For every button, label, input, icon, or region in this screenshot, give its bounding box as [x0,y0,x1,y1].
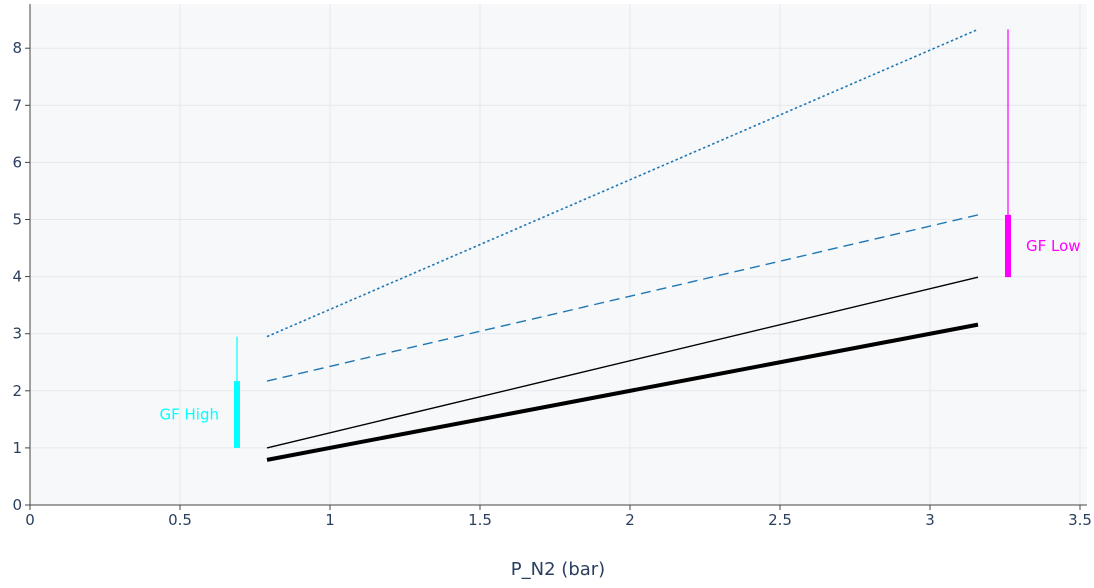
x-tick-label: 3.5 [1068,511,1092,529]
series-line-solid-thick [266,322,979,462]
series-line-dashed [266,214,979,382]
x-gridlines [179,4,1081,505]
y-tick-label: 8 [12,39,22,57]
series-layer [266,28,979,462]
x-tick-label: 0 [25,511,35,529]
y-tick-label: 1 [12,439,22,457]
x-tick-label: 1.5 [468,511,492,529]
y-gridlines [30,47,1087,449]
series-line-dotted [266,28,979,338]
x-tick-label: 0.5 [168,511,192,529]
plot-background [30,4,1087,505]
y-tick-label: 4 [12,268,22,286]
x-tick-labels: 0 0.5 1 1.5 2 2.5 3 3.5 [25,505,1092,529]
gf-markers-layer: GF High GF Low [160,29,1081,448]
y-tick-labels: 0 1 2 3 4 5 6 7 8 [12,39,30,514]
y-tick-label: 3 [12,325,22,343]
x-tick-label: 3 [925,511,935,529]
y-tick-label: 6 [12,153,22,171]
y-tick-label: 5 [12,211,22,229]
x-tick-label: 1 [325,511,335,529]
gf-low-label: GF Low [1026,237,1081,255]
series-line-solid-thin [266,276,979,449]
x-tick-label: 2 [625,511,635,529]
gf-high-label: GF High [160,405,220,423]
y-tick-label: 7 [12,96,22,114]
y-tick-label: 0 [12,496,22,514]
y-tick-label: 2 [12,382,22,400]
x-tick-label: 2.5 [768,511,792,529]
x-axis-title: P_N2 (bar) [511,559,605,580]
